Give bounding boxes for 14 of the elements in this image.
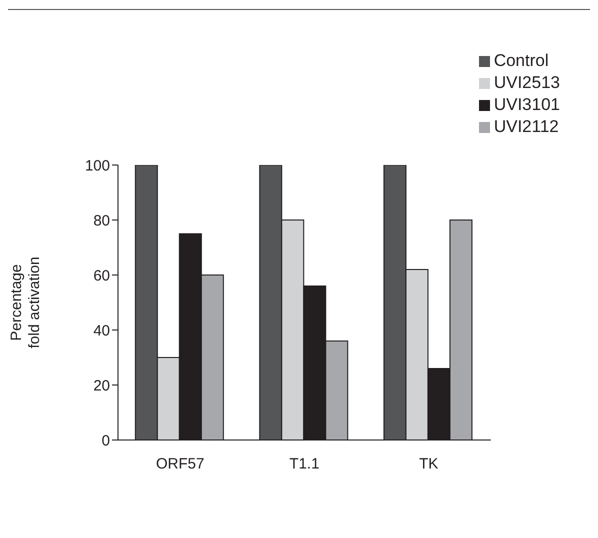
- y-tick-label: 40: [93, 322, 110, 340]
- x-tick-label: T1.1: [289, 456, 320, 473]
- x-tick-label: TK: [419, 456, 438, 473]
- x-tick-label: ORF57: [156, 456, 204, 473]
- y-tick-label: 60: [93, 267, 110, 284]
- y-tick-label: 100: [84, 157, 110, 174]
- legend-label: Control: [494, 51, 549, 70]
- legend-label: UVI3101: [494, 95, 560, 114]
- legend-label: UVI2513: [494, 73, 560, 92]
- y-tick-label: 20: [93, 377, 110, 394]
- legend-label: UVI2112: [494, 117, 559, 136]
- y-tick-label: 80: [93, 212, 110, 230]
- y-tick-label: 0: [102, 432, 110, 450]
- y-axis-title: Percentage fold activation: [8, 256, 43, 348]
